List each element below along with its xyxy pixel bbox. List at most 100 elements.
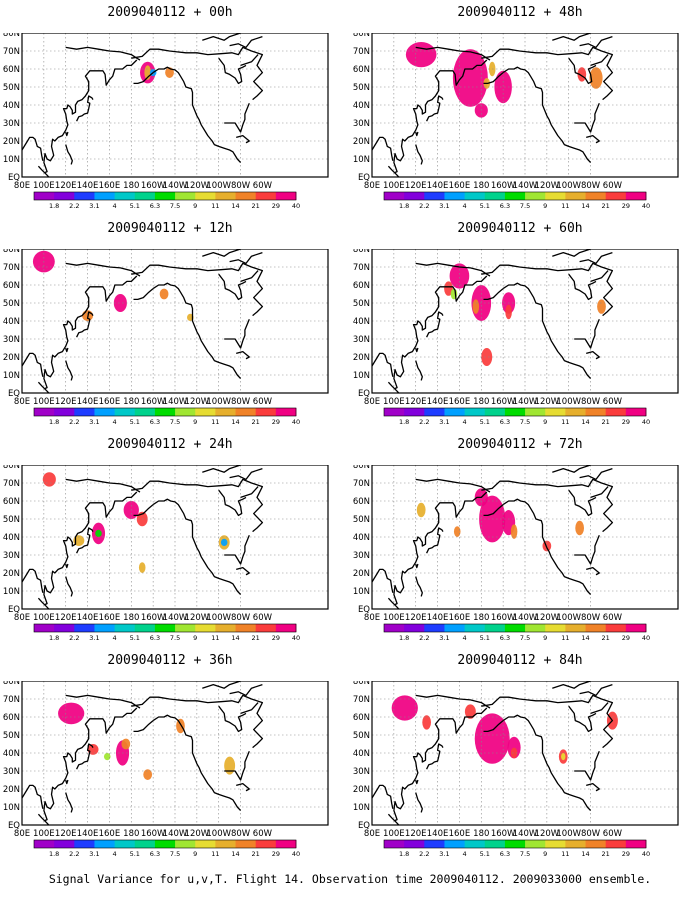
y-tick-label: 60N	[3, 281, 20, 291]
colorbar-swatch	[585, 840, 607, 848]
colorbar-label: 21	[252, 202, 260, 210]
coastline	[218, 57, 247, 85]
coastline	[574, 750, 600, 781]
colorbar-swatch	[484, 192, 506, 200]
coastline	[65, 144, 73, 165]
x-tick-label: 100E	[383, 829, 405, 839]
coastline	[133, 288, 154, 301]
coastline	[387, 165, 400, 177]
coastline	[131, 478, 264, 533]
coastline	[229, 467, 263, 481]
y-tick-label: 10N	[3, 371, 20, 381]
colorbar-swatch	[565, 624, 586, 632]
coastline	[76, 527, 94, 554]
colorbar-swatch	[625, 624, 647, 632]
y-tick-label: 80N	[353, 465, 370, 471]
coastline	[426, 95, 444, 122]
y-tick-label: 20N	[3, 137, 20, 147]
colorbar-label: 6.3	[500, 850, 510, 858]
colorbar-swatch	[74, 840, 95, 848]
variance-blob	[138, 562, 146, 573]
variance-blob	[121, 738, 131, 750]
coastline	[43, 707, 138, 822]
y-tick-label: 40N	[353, 101, 370, 111]
x-tick-label: 140E	[77, 181, 99, 191]
x-tick-label: 120W	[535, 397, 560, 407]
colorbar-label: 29	[272, 202, 280, 210]
colorbar-swatch	[484, 624, 506, 632]
coastline	[37, 813, 50, 825]
colorbar-swatch	[94, 192, 116, 200]
x-tick-label: 140W	[513, 829, 538, 839]
variance-field	[391, 695, 618, 764]
colorbar-label: 11	[561, 418, 569, 426]
variance-blob	[474, 713, 510, 764]
variance-blob	[453, 526, 461, 537]
coastline	[552, 465, 591, 473]
coastline	[76, 311, 94, 338]
y-tick-label: EQ	[8, 605, 20, 615]
colorbar-swatch	[275, 192, 297, 200]
y-tick-label: 80N	[3, 249, 20, 255]
colorbar-label: 5.1	[480, 634, 490, 642]
variance-blob	[597, 299, 606, 314]
colorbar-label: 7.5	[170, 634, 180, 642]
coastline	[574, 102, 600, 133]
coastline	[552, 681, 591, 689]
y-tick-label: 70N	[353, 263, 370, 273]
y-tick-label: 40N	[353, 317, 370, 327]
colorbar-swatch	[484, 408, 506, 416]
colorbar-label: 11	[211, 418, 219, 426]
variance-blob	[464, 704, 476, 719]
y-tick-label: 10N	[3, 803, 20, 813]
x-tick-label: 160W	[491, 829, 516, 839]
coastline	[229, 251, 263, 265]
y-tick-label: EQ	[358, 173, 370, 183]
coastline	[586, 782, 600, 792]
coastline	[229, 683, 263, 697]
colorbar-label: 2.2	[69, 634, 79, 642]
map-frame	[371, 249, 679, 394]
colorbar-swatch	[424, 840, 445, 848]
x-tick-label: 100W	[206, 613, 231, 623]
colorbar-label: 29	[622, 202, 630, 210]
coastline	[133, 72, 154, 85]
variance-blob	[87, 744, 99, 755]
colorbar-label: 11	[211, 634, 219, 642]
map-frame	[371, 465, 679, 610]
coastline	[415, 478, 491, 493]
coastline	[590, 702, 609, 715]
coastline	[372, 568, 394, 593]
variance-blob	[561, 753, 566, 761]
coastline	[393, 707, 488, 822]
colorbar-swatch	[114, 192, 136, 200]
colorbar-swatch	[464, 624, 486, 632]
colorbar-label: 29	[272, 634, 280, 642]
colorbar-swatch	[94, 408, 116, 416]
colorbar-label: 3.1	[439, 850, 449, 858]
colorbar-label: 4	[113, 202, 117, 210]
coastline	[568, 705, 597, 733]
x-tick-label: 100E	[33, 397, 55, 407]
y-tick-label: 10N	[353, 587, 370, 597]
y-tick-label: EQ	[8, 173, 20, 183]
y-tick-label: 20N	[3, 569, 20, 579]
colorbar-swatch	[54, 408, 75, 416]
colorbar-swatch	[175, 840, 196, 848]
x-tick-label: 60W	[253, 397, 273, 407]
colorbar-swatch	[255, 624, 277, 632]
coastline	[202, 465, 241, 473]
colorbar-label: 14	[231, 418, 239, 426]
coastline	[426, 743, 444, 770]
coastlines	[372, 681, 614, 825]
y-tick-label: 80N	[353, 33, 370, 39]
coastline	[37, 597, 50, 609]
x-tick-label: 80W	[231, 829, 251, 839]
colorbar-label: 6.3	[500, 634, 510, 642]
y-tick-label: 40N	[3, 533, 20, 543]
colorbar-swatch	[154, 840, 176, 848]
coastline	[224, 534, 250, 565]
y-tick-label: 20N	[353, 353, 370, 363]
